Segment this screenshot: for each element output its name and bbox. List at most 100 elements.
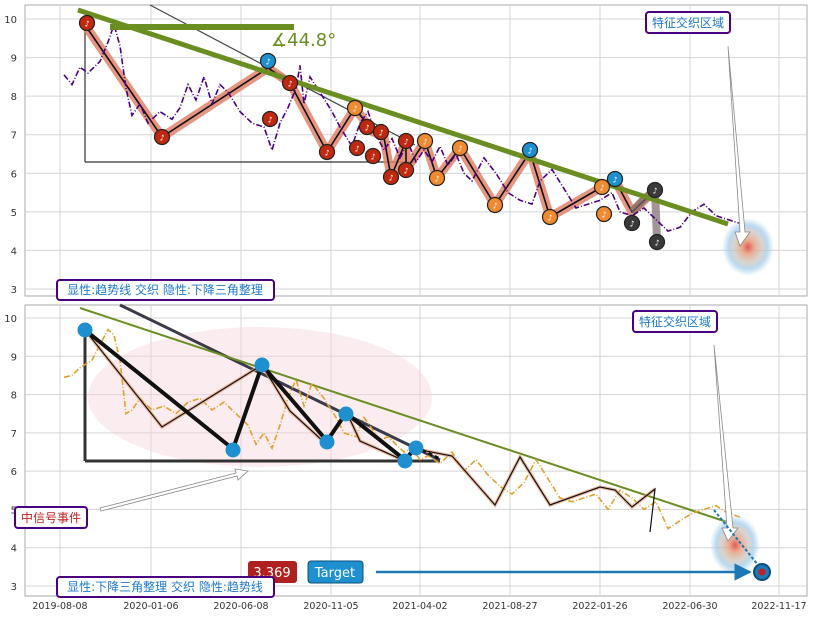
pattern-node (408, 440, 424, 456)
bottom-pattern-zigzag-dash (415, 445, 441, 461)
signal-node-glyph: ♪ (159, 134, 164, 143)
pattern-node (225, 442, 241, 458)
pattern-node (319, 434, 335, 450)
top-signal-nodes: ♪ ♪ ♪ ♪ ♪ ♪ ♪ ♪ ♪ ♪ ♪ ♪ ♪ ♪ ♪ ♪ ♪ ♪ ♪ ♪ ♪ ♪ ♪ ♪ ♪ ♪ (78, 14, 666, 251)
signal-node (451, 139, 469, 157)
signal-node (428, 169, 446, 187)
signal-node (606, 170, 624, 188)
signal-node-glyph: ♪ (364, 124, 369, 133)
signal-node (521, 141, 539, 159)
pattern-node (397, 453, 413, 469)
x-tick-label: 2021-04-02 (392, 601, 447, 612)
event-label: 中信号事件 (21, 510, 81, 525)
signal-node-glyph: ♪ (267, 116, 272, 125)
bottom-legend-label: 显性:下降三角整理 交织 隐性:趋势线 (67, 579, 263, 594)
y-tick-label: 7 (11, 429, 17, 440)
y-tick-label: 10 (4, 314, 17, 325)
signal-node-glyph: ♪ (378, 129, 383, 138)
signal-node-glyph: ♪ (654, 239, 659, 248)
signal-node-glyph: ♪ (612, 176, 617, 185)
signal-node (486, 196, 504, 214)
pattern-node (254, 357, 270, 373)
signal-node-glyph: ♪ (547, 214, 552, 223)
bottom-trend-line (79, 307, 731, 524)
signal-node (648, 233, 666, 251)
signal-node-glyph: ♪ (388, 174, 393, 183)
top-trend-line (77, 7, 729, 227)
signal-node-glyph: ♪ (403, 138, 408, 147)
signal-node (623, 214, 641, 232)
signal-node (346, 99, 364, 117)
bottom-zone-label: 特征交织区域 (639, 314, 711, 329)
x-tick-label: 2019-08-08 (32, 601, 87, 612)
event-arrow (99, 468, 249, 512)
bottom-target-point-core (758, 568, 766, 576)
signal-node-glyph: ♪ (352, 105, 357, 114)
event-label-box (14, 506, 88, 529)
bottom-zone-arrow (713, 344, 739, 542)
x-tick-label: 2020-01-06 (123, 601, 178, 612)
signal-node (646, 181, 664, 199)
x-axis-ticks: 2019-08-08 2020-01-06 2020-06-08 2020-11-05… (32, 601, 806, 612)
y-tick-label: 9 (11, 54, 17, 65)
y-tick-label: 4 (11, 544, 17, 555)
signal-node (281, 74, 299, 92)
signal-node (78, 14, 96, 32)
signal-node-glyph: ♪ (629, 220, 634, 229)
x-tick-label: 2020-11-05 (303, 601, 358, 612)
signal-node (593, 178, 611, 196)
signal-node-glyph: ♪ (403, 167, 408, 176)
signal-node (153, 128, 171, 146)
top-y-axis-ticks: 3 4 5 6 7 8 9 10 (4, 15, 17, 296)
top-legend-box (56, 279, 275, 301)
signal-node-glyph: ♪ (601, 211, 606, 220)
y-tick-label: 6 (11, 467, 17, 478)
top-zone-arrow (727, 45, 751, 247)
signal-node (382, 168, 400, 186)
signal-node-glyph: ♪ (354, 145, 359, 154)
target-badge-box (307, 560, 364, 584)
signal-node (416, 132, 434, 150)
x-tick-label: 2022-01-26 (572, 601, 627, 612)
signal-node-glyph: ♪ (492, 202, 497, 211)
bottom-zigzag-line (84, 329, 656, 533)
signal-node-glyph: ♪ (652, 187, 657, 196)
signal-node-glyph: ♪ (527, 147, 532, 156)
signal-node-glyph: ♪ (84, 20, 89, 29)
signal-node-glyph: ♪ (599, 184, 604, 193)
signal-node-glyph: ♪ (287, 80, 292, 89)
signal-node (348, 139, 366, 157)
signal-node-glyph: ♪ (457, 145, 462, 154)
signal-node (318, 143, 336, 161)
signal-node (541, 208, 559, 226)
y-tick-label: 8 (11, 92, 17, 103)
y-tick-label: 10 (4, 15, 17, 26)
bottom-forecast-dashed (713, 509, 763, 571)
bottom-pattern-ellipse (88, 327, 432, 467)
signal-node (595, 205, 613, 223)
x-tick-label: 2022-06-30 (662, 601, 717, 612)
pattern-node (77, 322, 93, 338)
y-tick-label: 9 (11, 352, 17, 363)
bottom-y-axis-ticks: 3 4 5 6 7 8 9 10 (4, 314, 17, 593)
pattern-node (338, 406, 354, 422)
y-tick-label: 6 (11, 169, 17, 180)
signal-node (364, 147, 382, 165)
bottom-triangle-resistance-line (119, 303, 441, 462)
signal-node-glyph: ♪ (422, 138, 427, 147)
top-price-series (63, 22, 741, 233)
top-zone-label-box (645, 11, 731, 34)
target-badge-label: Target (314, 566, 355, 581)
bottom-legend-box (56, 576, 275, 598)
signal-node-glyph: ♪ (324, 149, 329, 158)
signal-node (261, 110, 279, 128)
bottom-zone-label-box (632, 310, 718, 333)
bottom-price-series (63, 328, 741, 530)
y-tick-label: 3 (11, 582, 17, 593)
y-tick-label: 5 (11, 505, 17, 516)
top-legend-label: 显性:趋势线 交织 隐性:下降三角整理 (67, 282, 263, 297)
signal-node-glyph: ♪ (265, 58, 270, 67)
